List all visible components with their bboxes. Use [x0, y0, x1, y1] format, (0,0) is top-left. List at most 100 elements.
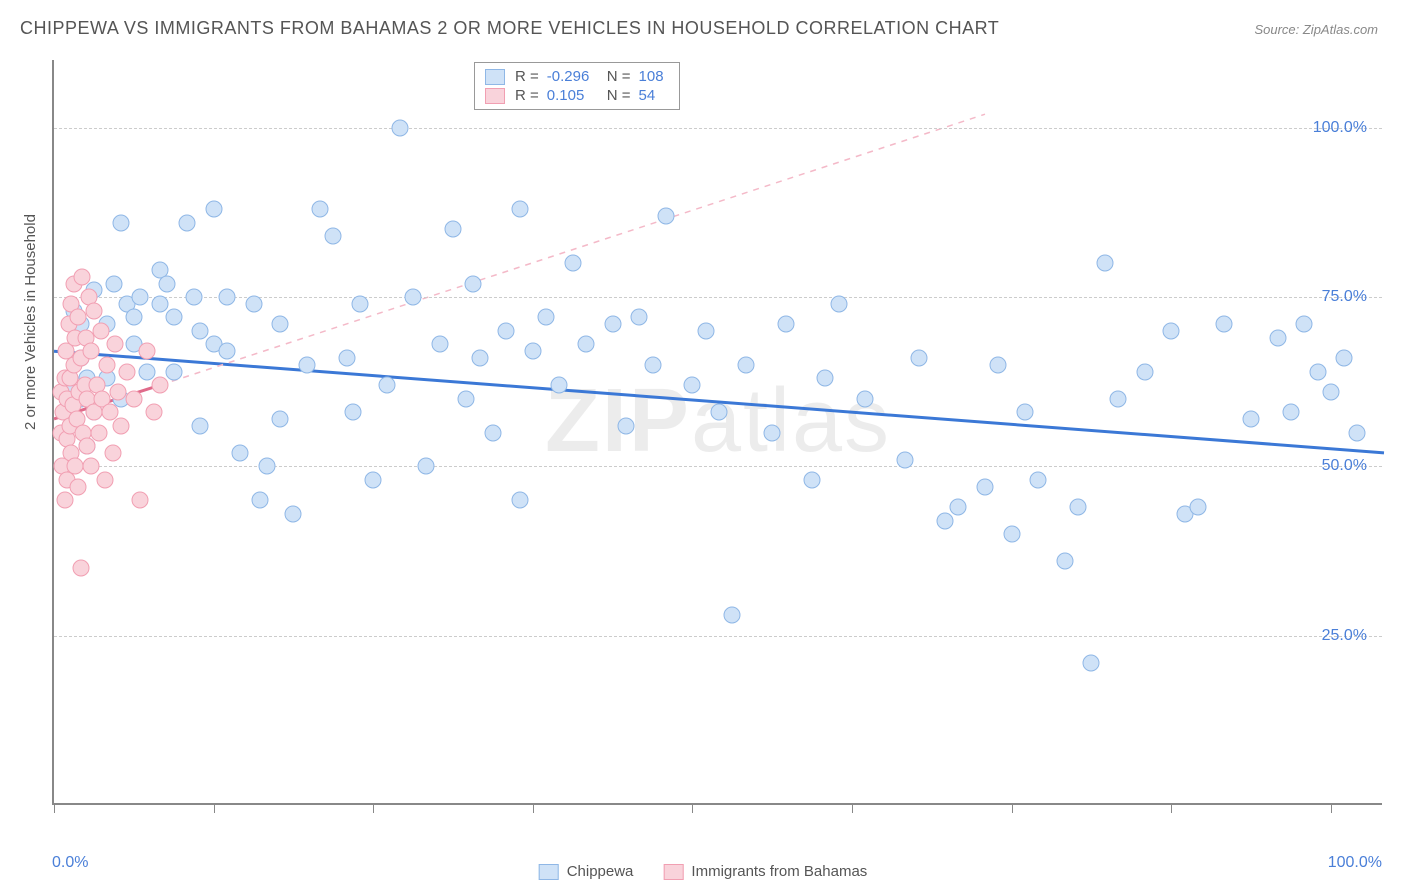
y-tick-label: 75.0%: [1322, 288, 1367, 306]
data-point: [977, 478, 994, 495]
x-tick: [852, 803, 853, 813]
watermark: ZIPatlas: [545, 370, 891, 473]
data-point: [657, 207, 674, 224]
data-point: [72, 559, 89, 576]
data-point: [69, 309, 86, 326]
data-point: [737, 356, 754, 373]
legend-item: Chippewa: [539, 863, 634, 880]
data-point: [1056, 553, 1073, 570]
data-point: [445, 221, 462, 238]
data-point: [105, 275, 122, 292]
data-point: [1016, 404, 1033, 421]
data-point: [252, 492, 269, 509]
source-label: Source: ZipAtlas.com: [1254, 22, 1378, 37]
data-point: [378, 377, 395, 394]
y-tick-label: 25.0%: [1322, 627, 1367, 645]
data-point: [159, 275, 176, 292]
r-value: 0.105: [547, 87, 597, 104]
data-point: [1096, 255, 1113, 272]
data-point: [104, 444, 121, 461]
legend-swatch: [539, 864, 559, 880]
data-point: [139, 343, 156, 360]
gridline: [54, 636, 1382, 637]
data-point: [1070, 499, 1087, 516]
data-point: [578, 336, 595, 353]
data-point: [96, 471, 113, 488]
data-point: [125, 390, 142, 407]
data-point: [1349, 424, 1366, 441]
data-point: [1243, 410, 1260, 427]
data-point: [132, 492, 149, 509]
data-point: [1003, 526, 1020, 543]
data-point: [897, 451, 914, 468]
n-label: N =: [607, 87, 631, 104]
x-tick: [373, 803, 374, 813]
data-point: [56, 492, 73, 509]
data-point: [325, 228, 342, 245]
data-point: [458, 390, 475, 407]
data-point: [145, 404, 162, 421]
data-point: [1336, 350, 1353, 367]
legend-label: Immigrants from Bahamas: [691, 863, 867, 880]
x-max-label: 100.0%: [1328, 854, 1382, 872]
y-axis-label: 2 or more Vehicles in Household: [22, 214, 39, 430]
data-point: [431, 336, 448, 353]
data-point: [1269, 329, 1286, 346]
data-point: [272, 410, 289, 427]
data-point: [1136, 363, 1153, 380]
data-point: [338, 350, 355, 367]
legend-item: Immigrants from Bahamas: [663, 863, 867, 880]
y-tick-label: 100.0%: [1313, 119, 1367, 137]
data-point: [857, 390, 874, 407]
gridline: [54, 128, 1382, 129]
series-swatch: [485, 88, 505, 104]
data-point: [551, 377, 568, 394]
data-point: [112, 214, 129, 231]
data-point: [910, 350, 927, 367]
data-point: [777, 316, 794, 333]
data-point: [631, 309, 648, 326]
data-point: [119, 363, 136, 380]
data-point: [218, 343, 235, 360]
data-point: [391, 119, 408, 136]
data-point: [711, 404, 728, 421]
data-point: [817, 370, 834, 387]
data-point: [418, 458, 435, 475]
data-point: [125, 309, 142, 326]
data-point: [258, 458, 275, 475]
data-point: [205, 201, 222, 218]
x-min-label: 0.0%: [52, 854, 88, 872]
x-tick: [1171, 803, 1172, 813]
n-label: N =: [607, 68, 631, 85]
n-value: 108: [639, 68, 669, 85]
data-point: [92, 322, 109, 339]
data-point: [1110, 390, 1127, 407]
data-point: [524, 343, 541, 360]
data-point: [830, 295, 847, 312]
data-point: [724, 607, 741, 624]
data-point: [298, 356, 315, 373]
data-point: [1189, 499, 1206, 516]
r-value: -0.296: [547, 68, 597, 85]
data-point: [471, 350, 488, 367]
data-point: [112, 417, 129, 434]
r-label: R =: [515, 87, 539, 104]
data-point: [245, 295, 262, 312]
data-point: [165, 309, 182, 326]
x-tick: [533, 803, 534, 813]
data-point: [365, 471, 382, 488]
data-point: [644, 356, 661, 373]
data-point: [83, 343, 100, 360]
data-point: [405, 289, 422, 306]
x-tick: [692, 803, 693, 813]
data-point: [937, 512, 954, 529]
stats-row: R =-0.296N =108: [485, 67, 669, 86]
series-swatch: [485, 69, 505, 85]
data-point: [564, 255, 581, 272]
data-point: [684, 377, 701, 394]
data-point: [285, 505, 302, 522]
chart-title: CHIPPEWA VS IMMIGRANTS FROM BAHAMAS 2 OR…: [20, 18, 999, 39]
plot-area: ZIPatlas R =-0.296N =108R =0.105N =54 25…: [52, 60, 1382, 805]
data-point: [1282, 404, 1299, 421]
data-point: [351, 295, 368, 312]
